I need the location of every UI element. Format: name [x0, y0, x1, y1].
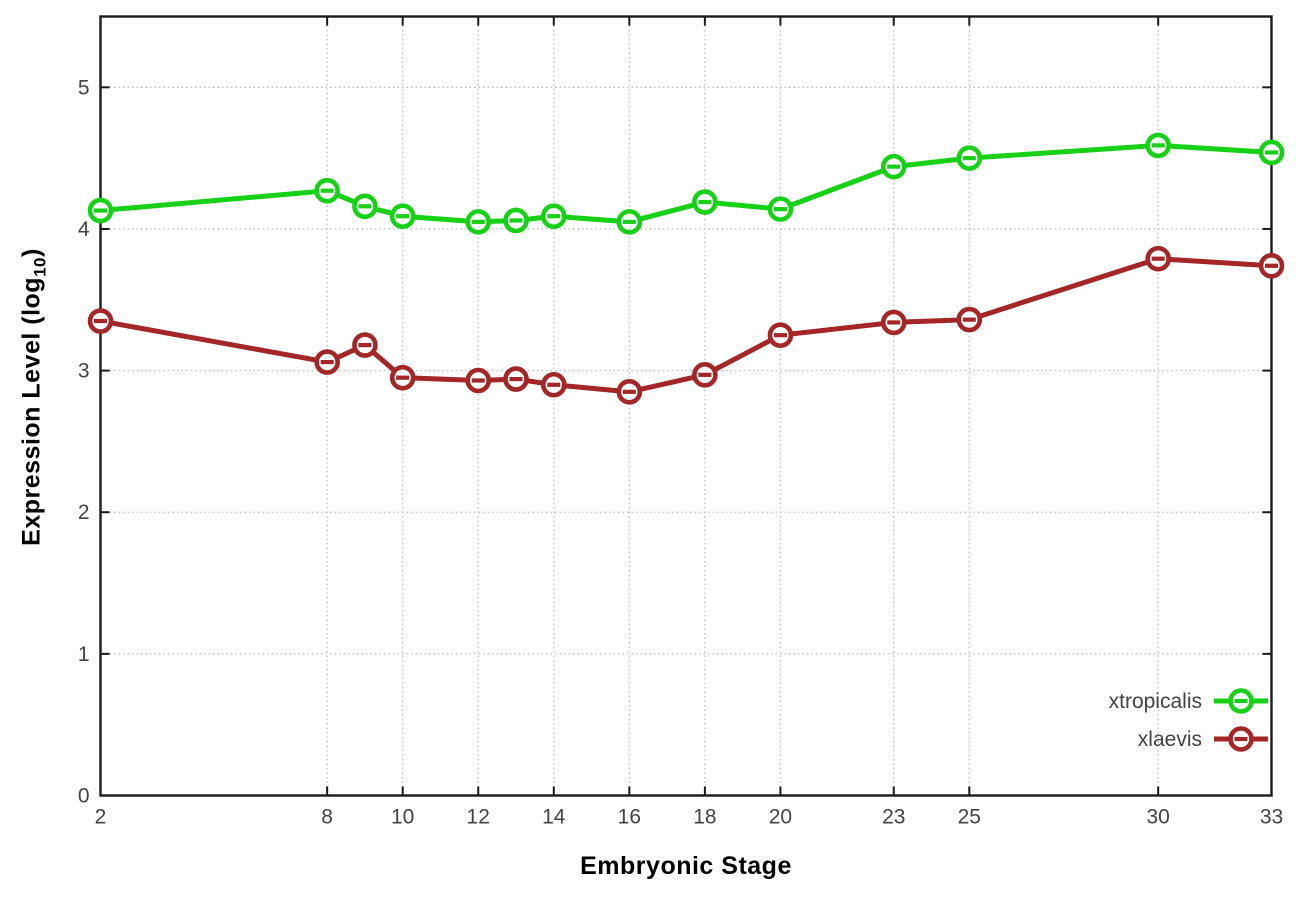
data-point-xtropicalis-2: [87, 197, 114, 224]
data-point-xlaevis-16: [616, 379, 643, 405]
y-tick-label-0: 0: [78, 785, 90, 808]
x-tick-label-12: 12: [467, 806, 490, 829]
data-point-xlaevis-13: [503, 366, 529, 392]
data-point-xlaevis-25: [956, 306, 983, 333]
x-tick-label-8: 8: [321, 806, 333, 829]
y-tick-label-4: 4: [78, 218, 90, 241]
data-point-xtropicalis-10: [389, 203, 416, 230]
x-tick-label-10: 10: [391, 806, 414, 829]
data-point-xlaevis-2: [87, 308, 114, 334]
data-point-xlaevis-18: [692, 362, 718, 388]
x-tick-label-23: 23: [882, 806, 905, 829]
x-axis-title-text: Embryonic Stage: [580, 852, 792, 880]
legend-marker-xlaevis: [1228, 726, 1254, 752]
data-point-xtropicalis-33: [1258, 139, 1285, 166]
data-point-xtropicalis-25: [956, 145, 983, 171]
data-point-xtropicalis-16: [616, 209, 643, 235]
data-point-xlaevis-33: [1258, 252, 1285, 279]
y-axis-title-prefix: Expression Level (log: [17, 276, 46, 546]
data-point-xlaevis-23: [880, 309, 907, 336]
data-point-xtropicalis-9: [352, 193, 378, 220]
data-point-xtropicalis-20: [767, 196, 794, 222]
x-tick-label-30: 30: [1146, 806, 1169, 829]
x-tick-label-16: 16: [618, 806, 641, 829]
data-point-xlaevis-14: [540, 371, 567, 398]
y-tick-label-5: 5: [78, 76, 90, 99]
series-line-xlaevis: [98, 256, 1274, 395]
data-point-xtropicalis-8: [314, 177, 340, 204]
x-tick-label-2: 2: [95, 806, 107, 829]
x-tick-label-14: 14: [542, 806, 566, 829]
y-axis-title-suffix: ): [17, 248, 46, 257]
data-point-xtropicalis-23: [880, 153, 907, 180]
x-tick-label-33: 33: [1260, 806, 1283, 829]
plot-border: [99, 15, 1273, 797]
y-axis-title: Expression Level (log10): [18, 248, 51, 546]
data-point-xtropicalis-30: [1145, 132, 1171, 159]
data-point-xlaevis-20: [767, 322, 794, 348]
data-point-xtropicalis-13: [503, 207, 529, 234]
y-axis-title-subscript: 10: [30, 256, 50, 277]
x-tick-label-20: 20: [769, 806, 792, 829]
series-line-xtropicalis: [98, 142, 1274, 225]
legend-marker-xtropicalis: [1228, 688, 1254, 714]
x-axis-title: Embryonic Stage: [580, 852, 792, 881]
data-point-xtropicalis-18: [692, 189, 718, 215]
legend-label-xlaevis: xlaevis: [1138, 728, 1202, 751]
y-tick-label-2: 2: [78, 501, 90, 524]
data-point-xtropicalis-14: [540, 203, 567, 230]
data-point-xlaevis-8: [314, 349, 340, 375]
y-tick-label-3: 3: [78, 360, 90, 383]
data-point-xlaevis-30: [1145, 245, 1171, 272]
legend-label-xtropicalis: xtropicalis: [1109, 690, 1202, 713]
data-point-xlaevis-10: [389, 364, 416, 391]
x-tick-label-25: 25: [958, 806, 981, 829]
x-tick-label-18: 18: [693, 806, 716, 829]
data-point-xtropicalis-12: [465, 209, 492, 235]
data-point-xlaevis-9: [352, 332, 378, 358]
data-point-xlaevis-12: [465, 367, 492, 394]
y-tick-label-1: 1: [78, 643, 90, 666]
